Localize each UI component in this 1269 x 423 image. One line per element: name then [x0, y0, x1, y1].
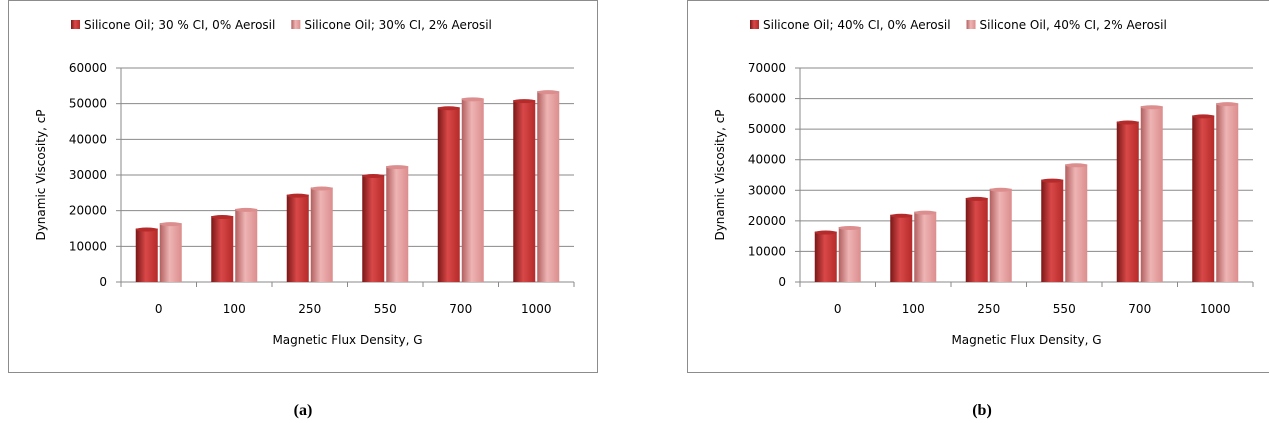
legend-swatch: [750, 20, 759, 29]
bar-series2: [235, 208, 258, 282]
bar-cap: [437, 106, 460, 111]
bar-series2: [914, 211, 937, 282]
legend-swatch: [966, 20, 976, 29]
bar-series2: [989, 188, 1012, 282]
y-tick-label: 10000: [748, 244, 786, 258]
bar-cap: [310, 186, 333, 191]
bar-cap: [965, 196, 988, 201]
bar-series1: [513, 100, 536, 282]
y-tick-label: 0: [99, 275, 107, 289]
y-tick-label: 30000: [69, 168, 107, 182]
chart-b: 0 10000 20000 30000 40000 50000 60000 70000 0 100…: [713, 18, 1254, 347]
chart-panel-b: 0 10000 20000 30000 40000 50000 60000 70000 0 100…: [687, 0, 1269, 373]
x-tick-label: 550: [374, 302, 397, 316]
bar-cap: [890, 213, 913, 218]
y-tick-label: 60000: [69, 61, 107, 75]
bar-series2: [159, 223, 182, 282]
y-tick-label: 20000: [69, 204, 107, 218]
x-tick-label: 1000: [521, 302, 552, 316]
bar-cap: [814, 230, 837, 235]
bar-series1: [1116, 121, 1139, 282]
bar-series1: [211, 216, 234, 282]
bar-cap: [159, 222, 182, 227]
y-tick-label: 30000: [748, 183, 786, 197]
bar-cap: [235, 207, 258, 212]
bar-series1: [1041, 179, 1064, 282]
bar-series2: [386, 166, 409, 282]
bar-cap: [362, 174, 385, 178]
bar-cap: [211, 215, 234, 220]
y-tick-label: 70000: [748, 61, 786, 75]
y-tick-label: 20000: [748, 214, 786, 228]
bar-cap: [1216, 102, 1239, 107]
y-tick-label: 40000: [748, 153, 786, 167]
bar-series1: [890, 214, 913, 282]
x-axis-label: Magnetic Flux Density, G: [951, 333, 1101, 347]
x-tick-label: 550: [1053, 302, 1076, 316]
bar-series2: [537, 91, 560, 282]
bar-series2: [1216, 103, 1239, 283]
bar-cap: [461, 97, 484, 102]
y-tick-label: 60000: [748, 92, 786, 106]
bar-series1: [362, 175, 385, 282]
y-tick-label: 50000: [748, 122, 786, 136]
x-tick-label: 700: [449, 302, 472, 316]
bar-series2: [1140, 106, 1163, 282]
bar-cap: [914, 210, 937, 215]
legend-swatch: [291, 20, 301, 29]
legend-label: Silicone Oil, 40% CI, 2% Aerosil: [980, 18, 1167, 32]
x-tick-label: 0: [155, 302, 163, 316]
y-tick-label: 40000: [69, 132, 107, 146]
bar-cap: [1192, 114, 1215, 119]
y-tick-label: 50000: [69, 97, 107, 111]
bar-series1: [437, 107, 460, 282]
bar-series1: [965, 197, 988, 282]
bar-cap: [1065, 163, 1088, 168]
bar-series2: [1065, 164, 1088, 282]
y-axis-label: Dynamic Viscosity, cP: [713, 109, 727, 240]
legend-label: Silicone Oil; 30 % CI, 0% Aerosil: [84, 18, 275, 32]
legend-swatch: [71, 20, 80, 29]
x-tick-label: 250: [977, 302, 1000, 316]
bar-cap: [537, 90, 560, 95]
bar-cap: [1116, 120, 1139, 125]
x-tick-label: 100: [223, 302, 246, 316]
bar-series2: [838, 226, 861, 282]
bar-cap: [1041, 178, 1064, 183]
bar-series1: [1192, 115, 1215, 282]
bar-cap: [135, 227, 158, 232]
bar-series1: [135, 228, 158, 282]
legend-label: Silicone Oil; 30% CI, 2% Aerosil: [304, 18, 492, 32]
y-tick-label: 10000: [69, 239, 107, 253]
x-axis-label: Magnetic Flux Density, G: [272, 333, 422, 347]
x-tick-label: 100: [902, 302, 925, 316]
x-tick-label: 1000: [1200, 302, 1231, 316]
bar-series1: [286, 194, 309, 282]
bar-series2: [310, 187, 333, 282]
bar-series2: [461, 98, 484, 282]
x-tick-label: 0: [834, 302, 842, 316]
chart-panel-a: 0 10000 20000 30000 40000 50000 60000 0 100 250 55…: [8, 0, 598, 373]
y-axis-label: Dynamic Viscosity, cP: [34, 109, 48, 240]
chart-a: 0 10000 20000 30000 40000 50000 60000 0 100 250 55…: [34, 18, 575, 347]
bar-cap: [286, 193, 309, 198]
bar-series1: [814, 231, 837, 282]
bar-cap: [1140, 105, 1163, 110]
bar-cap: [838, 225, 861, 230]
bar-cap: [989, 187, 1012, 192]
subfigure-label-a: (a): [293, 402, 313, 419]
y-tick-label: 0: [778, 275, 786, 289]
x-tick-label: 250: [298, 302, 321, 316]
bar-cap: [513, 99, 536, 104]
legend-label: Silicone Oil; 40% CI, 0% Aerosil: [763, 18, 951, 32]
x-tick-label: 700: [1128, 302, 1151, 316]
bar-cap: [386, 165, 409, 170]
subfigure-label-b: (b): [972, 402, 992, 419]
